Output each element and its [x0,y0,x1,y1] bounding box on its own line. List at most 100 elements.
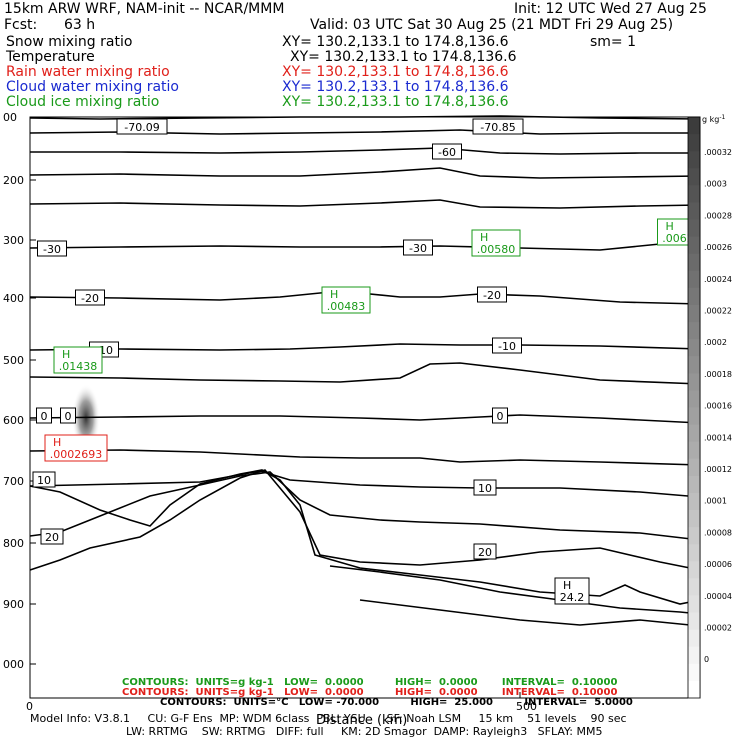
model-info-line2: LW: RRTMG SW: RRTMG DIFF: full KM: 2D Sm… [126,725,603,738]
isotherm-label: -10 [498,340,516,353]
colorbar-tick-label: .00032 [704,148,732,157]
colorbar-segment [688,151,700,169]
isotherm-label-box [116,118,168,135]
colorbar-segment [688,270,700,289]
colorbar-segment [688,663,700,682]
isotherm-line [359,599,701,627]
colorbar-segment [688,339,700,357]
isotherm-label: -20 [483,289,501,302]
y-axis: 00 200 300 400 500 600 700 800 900 000 [3,111,36,671]
y-tick-label: 500 [3,354,24,367]
y-tick-label: 700 [3,475,24,488]
maximum-box [44,434,108,462]
colorbar-unit: g kg-1 [702,114,726,124]
colorbar-segment [688,441,700,460]
isotherm-line [329,565,701,615]
colorbar-tick-label: .00018 [704,370,732,379]
isotherm-label: -20 [81,292,99,305]
colorbar-tick-label: .00028 [704,211,732,220]
y-tick-label: 900 [3,598,24,611]
isotherm-label: 20 [478,546,492,559]
field-xy-range: XY= 130.2,133.1 to 174.8,136.6 [290,49,517,65]
colorbar-segment [688,527,700,545]
y-tick-label: 400 [3,292,24,305]
y-tick-label: 300 [3,234,24,247]
isotherm-line [29,470,701,498]
maximum-marker: H [666,220,674,233]
colorbar-tick-label: .00002 [704,624,732,633]
contour-info-line: CONTOURS: UNITS=g kg-1 LOW= 0.0000 HIGH=… [122,687,618,698]
colorbar-segment [688,612,700,631]
y-tick-label: 200 [3,174,24,187]
colorbar-segment [688,202,700,221]
isotherm-label: 20 [45,531,59,544]
isotherm-line [29,414,701,424]
isotherm-line [29,343,701,351]
colorbar-segment [688,168,700,186]
field-name: Temperature [6,49,95,65]
x-tick-label: 500 [516,700,537,713]
y-tick-label: 800 [3,537,24,550]
colorbar-tick-label: .00012 [704,465,732,474]
colorbar-tick-label: .00024 [704,275,732,284]
maximum-value: .01438 [59,360,98,373]
isotherm-label: 10 [478,482,492,495]
colorbar-tick-label: .00026 [704,243,732,252]
isotherm-label-box [32,471,56,488]
isotherm-label-box [473,543,497,560]
maximum-marker: H [53,436,61,449]
maximum-box [554,577,590,605]
model-title: 15km ARW WRF, NAM-init -- NCAR/MMM [4,1,285,17]
colorbar-segment [688,185,700,203]
field-xy-range: XY= 130.2,133.1 to 174.8,136.6 [282,94,509,110]
colorbar-segment [688,373,700,391]
maximum-value: .00483 [327,300,366,313]
colorbar-segment [688,629,700,648]
isotherm-label-box [472,118,524,135]
forecast-label: Fcst: [4,17,38,33]
colorbar: g kg-1 .00032 .0003 .00028 .00026 .00024 .0002… [687,114,732,699]
isotherm-line [29,362,701,385]
isotherm-lines [29,115,701,627]
isotherm-label: -70.85 [480,121,515,134]
isotherm-label-box [492,407,508,424]
field-xy-range: XY= 130.2,133.1 to 174.8,136.6 [282,79,509,95]
isotherm-label: 10 [37,474,51,487]
colorbar-segment [688,578,700,596]
isotherm-line [29,449,701,466]
colorbar-segment [688,646,700,665]
colorbar-tick-label: .00006 [704,560,732,569]
isotherm-label-box [492,337,522,354]
isotherm-label-box [36,407,52,424]
isotherm-label: 0 [497,410,504,423]
colorbar-tick-label: .0002 [704,338,727,347]
maximum-value: .00580 [477,243,516,256]
colorbar-segment [688,304,700,323]
colorbar-tick-label: .00022 [704,307,732,316]
maximum-box [471,229,521,257]
contour-info-line: CONTOURS: UNITS=°C LOW= -70.000 HIGH= 25… [160,697,633,708]
isotherm-line [29,471,701,541]
isotherm-label-box [37,240,67,257]
colorbar-segment [688,680,700,699]
colorbar-tick-label: .00014 [704,433,732,442]
colorbar-tick-label: .00004 [704,592,732,601]
isotherm-line [29,290,701,305]
colorbar-frame [687,116,701,699]
isotherm-label: 0 [41,410,48,423]
model-info-line1: Model Info: V3.8.1 CU: G-F Ens MP: WDM 6… [30,712,627,725]
colorbar-segment [688,134,700,152]
isotherm-label-box [432,143,462,160]
contour-labels: -70.09 -70.85-60-30 -30-20 -20-10 -100 0 01010… [32,118,699,605]
field-xy-range: XY= 130.2,133.1 to 174.8,136.6 [282,64,509,80]
maximum-box [321,286,371,314]
isotherm-label-box [403,239,433,256]
colorbar-segment [688,510,700,528]
valid-time: Valid: 03 UTC Sat 30 Aug 25 (21 MDT Fri … [310,17,674,33]
terrain-profile [29,469,701,605]
isotherm-line [29,469,701,571]
x-axis: 0 500 Distance (km) [26,692,537,728]
colorbar-tick-label: .00008 [704,528,732,537]
isotherm-label-box [60,407,76,424]
